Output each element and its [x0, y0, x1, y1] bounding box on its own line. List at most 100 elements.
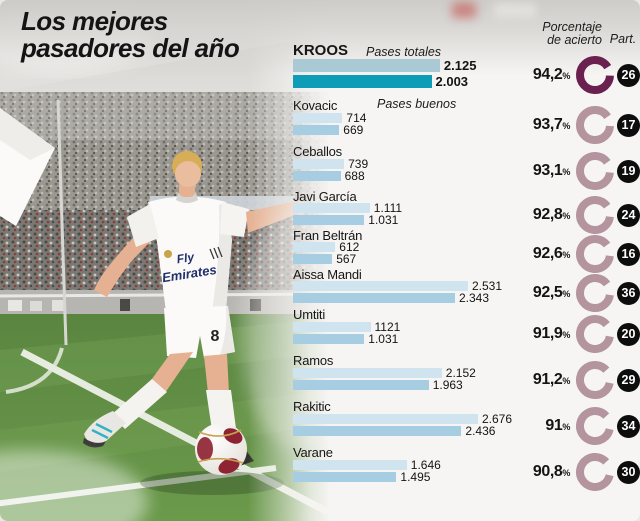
- team-crest: [164, 250, 172, 258]
- bar-pases-buenos: [293, 75, 432, 88]
- value-pases-buenos: 567: [336, 252, 357, 266]
- player-bars: 714 669: [293, 111, 515, 137]
- accuracy-percentage: 92,5%: [532, 284, 571, 301]
- player-name: KROOS: [293, 42, 349, 59]
- player-row: Ceballos 739 688 93,1% 19: [293, 145, 640, 190]
- value-pases-buenos: 1.031: [368, 332, 399, 346]
- matches-badge: 36: [617, 281, 640, 305]
- value-pases-totales: 1.111: [373, 201, 403, 215]
- matches-badge: 19: [617, 159, 640, 183]
- percent-sign: %: [562, 468, 570, 478]
- value-pases-totales: 2.125: [443, 57, 477, 73]
- bar-pases-totales: [293, 242, 336, 252]
- bar-pases-totales: [293, 159, 345, 169]
- blurred-scoreboard: [494, 3, 536, 18]
- title-line1: Los mejores: [21, 6, 168, 36]
- bar-pases-totales: [293, 59, 440, 72]
- value-pases-buenos: 1.963: [432, 378, 463, 392]
- value-pases-buenos: 688: [344, 169, 365, 183]
- percent-sign: %: [562, 422, 570, 432]
- chart-rows: KROOS 2.125 2.003 94,2% 26 Kovacic 714: [293, 43, 640, 492]
- value-pases-buenos: 669: [343, 123, 364, 137]
- player-row: Varane 1.646 1.495 90,8% 30: [293, 445, 640, 491]
- player-face: [175, 161, 201, 187]
- player-row: Umtiti 1121 1.031 91,9% 20: [293, 307, 640, 353]
- value-pases-buenos: 2.343: [459, 291, 490, 305]
- player-row: Fran Beltrán 612 567 92,6% 16: [293, 229, 640, 273]
- player-bars: 2.152 1.963: [293, 366, 515, 392]
- player-row: Aissa Mandi 2.531 2.343 92,5% 36: [293, 267, 640, 312]
- player-bars: 2.125 2.003: [293, 59, 515, 91]
- accuracy-donut-icon: [575, 453, 614, 491]
- value-pases-buenos: 2.436: [465, 424, 496, 438]
- percent-sign: %: [562, 289, 570, 299]
- bar-pases-totales: [293, 113, 343, 123]
- bar-pases-buenos: [293, 254, 333, 264]
- player-name: Javi García: [293, 189, 357, 204]
- accuracy-percentage: 91,2%: [532, 371, 571, 388]
- player-name: Varane: [293, 445, 333, 460]
- percent-sign: %: [562, 121, 570, 131]
- bar-pases-buenos: [293, 125, 340, 135]
- bar-pases-buenos: [293, 426, 462, 436]
- bar-pases-buenos: [293, 334, 365, 344]
- blurred-red-logo: [452, 2, 476, 18]
- player-name: Rakitic: [293, 399, 331, 414]
- player-bars: 612 567: [293, 240, 515, 266]
- accuracy-donut-icon: [575, 196, 614, 234]
- header-porcentaje: Porcentaje: [542, 20, 602, 34]
- accuracy-donut-icon: [575, 106, 614, 144]
- title-line2: pasadores del año: [21, 33, 240, 63]
- percent-sign: %: [562, 250, 570, 260]
- player-bars: 1.646 1.495: [293, 458, 515, 484]
- player-name: Aissa Mandi: [293, 267, 362, 282]
- player-row: Javi García 1.111 1.031 92,8% 24: [293, 189, 640, 234]
- bar-pases-totales: [293, 281, 468, 291]
- player-row: Kovacic 714 669 93,7% 17: [293, 99, 640, 144]
- accuracy-donut-icon: [575, 235, 614, 273]
- player-row: KROOS 2.125 2.003 94,2% 26: [293, 42, 640, 94]
- matches-badge: 24: [617, 203, 640, 227]
- bar-pases-buenos: [293, 380, 429, 390]
- value-pases-totales: 2.531: [472, 279, 503, 293]
- value-pases-totales: 714: [346, 111, 367, 125]
- value-pases-totales: 2.152: [445, 366, 476, 380]
- player-photo: Fly Emirates 8: [0, 0, 332, 521]
- matches-badge: 26: [617, 63, 640, 87]
- percent-sign: %: [562, 330, 570, 340]
- player-row: Ramos 2.152 1.963 91,2% 29: [293, 354, 640, 399]
- value-pases-totales: 2.676: [482, 412, 513, 426]
- accuracy-percentage: 93,7%: [532, 116, 571, 133]
- bar-pases-totales: [293, 368, 442, 378]
- accuracy-donut-icon: [575, 407, 614, 445]
- player-bars: 739 688: [293, 157, 515, 183]
- accuracy-donut-icon: [575, 315, 614, 353]
- player-bars: 2.531 2.343: [293, 279, 515, 305]
- page-title: Los mejores pasadores del año: [21, 6, 240, 63]
- accuracy-percentage: 92,8%: [532, 206, 571, 223]
- value-pases-totales: 1121: [374, 320, 401, 334]
- matches-badge: 29: [617, 368, 640, 392]
- value-pases-buenos: 1.495: [400, 470, 431, 484]
- bar-pases-buenos: [293, 472, 397, 482]
- percent-sign: %: [562, 211, 570, 221]
- value-pases-totales: 612: [339, 240, 360, 254]
- bar-pases-totales: [293, 322, 371, 332]
- player-bars: 1.111 1.031: [293, 201, 515, 227]
- accuracy-percentage: 91%: [545, 417, 570, 434]
- percent-sign: %: [562, 71, 570, 81]
- accuracy-donut-icon: [575, 361, 614, 399]
- value-pases-totales: 1.646: [410, 458, 441, 472]
- bar-pases-buenos: [293, 293, 455, 303]
- percent-sign: %: [562, 167, 570, 177]
- player-bars: 2.676 2.436: [293, 412, 515, 438]
- accuracy-percentage: 92,6%: [532, 245, 571, 262]
- accuracy-percentage: 94,2%: [532, 66, 571, 83]
- value-pases-totales: 739: [348, 157, 369, 171]
- player-bars: 1121 1.031: [293, 320, 515, 346]
- bar-pases-totales: [293, 414, 478, 424]
- accuracy-percentage: 93,1%: [532, 162, 571, 179]
- accuracy-percentage: 90,8%: [532, 463, 571, 480]
- player-name: Umtiti: [293, 307, 326, 322]
